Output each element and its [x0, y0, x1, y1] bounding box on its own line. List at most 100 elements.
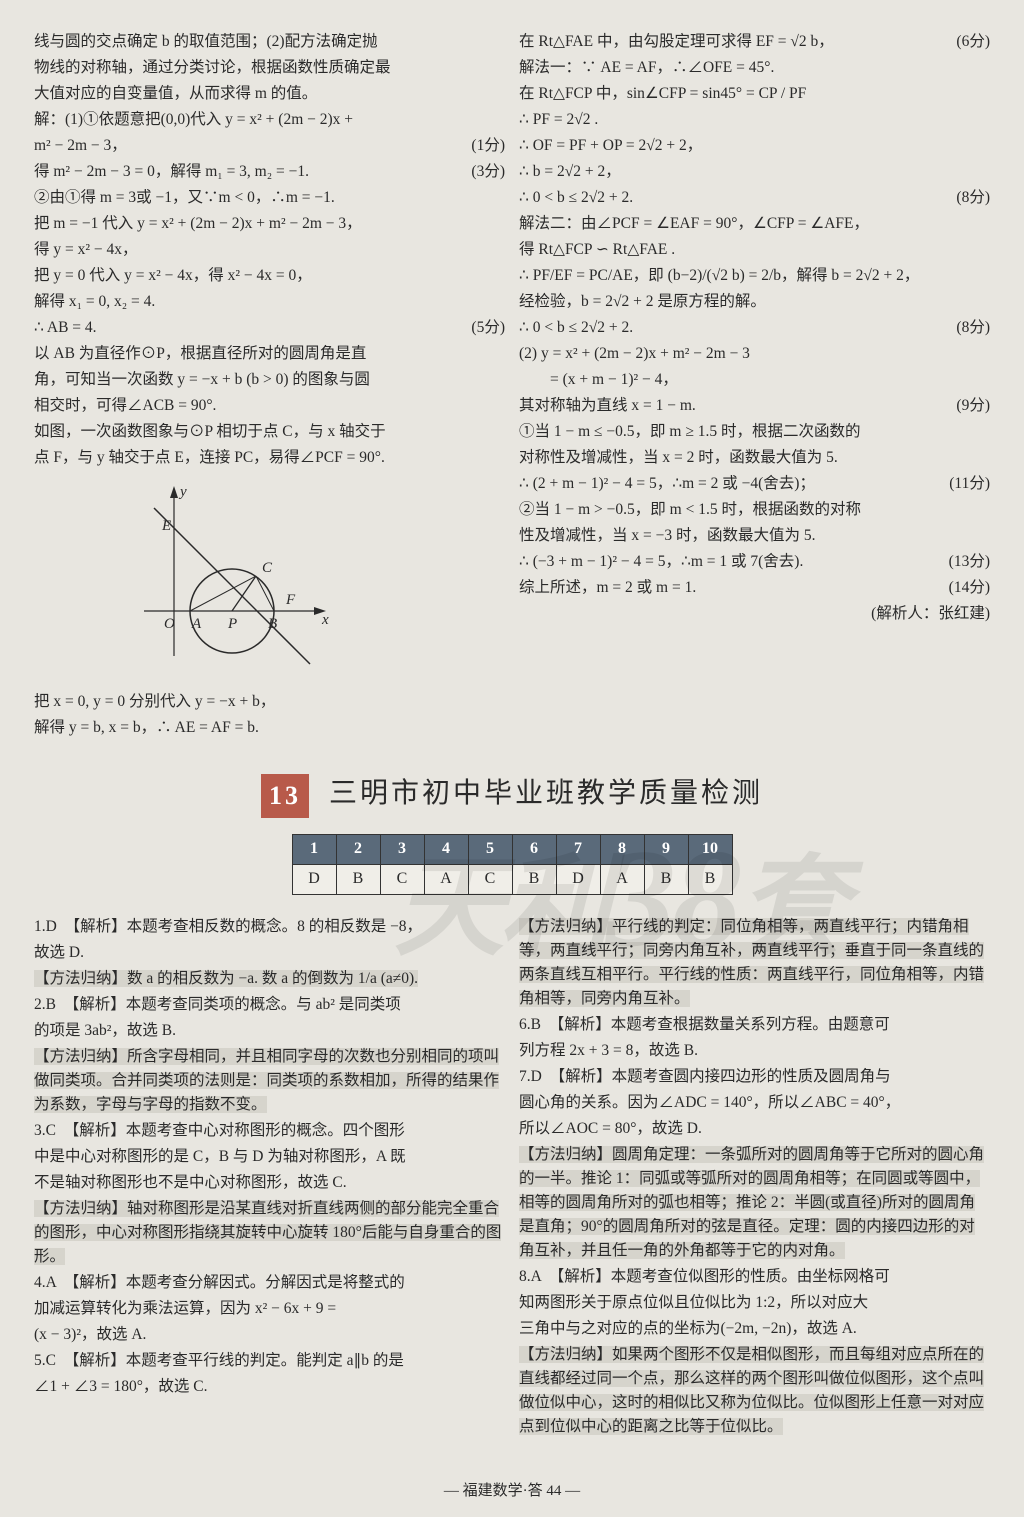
text-line: ∴ PF = 2√2 .	[519, 108, 990, 132]
text-line: 解得 x₁ = 0, x₂ = 4.	[34, 290, 505, 314]
question-line: 圆心角的关系。因为∠ADC = 140°，所以∠ABC = 40°，	[519, 1091, 990, 1115]
text-line: 以 AB 为直径作⊙P，根据直径所对的圆周角是直	[34, 342, 505, 366]
top-columns: 线与圆的交点确定 b 的取值范围；(2)配方法确定抛物线的对称轴，通过分类讨论，…	[34, 30, 990, 742]
question-line: 8.A 【解析】本题考查位似图形的性质。由坐标网格可	[519, 1265, 990, 1289]
answer-col-val: B	[336, 864, 380, 894]
text-line: 得 Rt△FCP ∽ Rt△FAE .	[519, 238, 990, 262]
svg-text:O: O	[164, 616, 175, 632]
top-right-col: 在 Rt△FAE 中，由勾股定理可求得 EF = √2 b，(6分)解法一：∵ …	[519, 30, 990, 742]
question-line: 知两图形关于原点位似且位似比为 1:2，所以对应大	[519, 1291, 990, 1315]
text-line: ∴ b = 2√2 + 2，	[519, 160, 990, 184]
question-line: 3.C 【解析】本题考查中心对称图形的概念。四个图形	[34, 1119, 505, 1143]
text-line: 其对称轴为直线 x = 1 − m.(9分)	[519, 394, 990, 418]
text-line: m² − 2m − 3，(1分)	[34, 134, 505, 158]
text-line: 得 y = x² − 4x，	[34, 238, 505, 262]
text-line: ∴ AB = 4.(5分)	[34, 316, 505, 340]
text-line: ∴ 0 < b ≤ 2√2 + 2.(8分)	[519, 316, 990, 340]
note-box: 【方法归纳】如果两个图形不仅是相似图形，而且每组对应点所在的直线都经过同一个点，…	[519, 1346, 984, 1435]
text-line: ∴ PF/EF = PC/AE，即 (b−2)/(√2 b) = 2/b，解得 …	[519, 264, 990, 288]
svg-text:C: C	[262, 560, 273, 576]
question-line: 7.D 【解析】本题考查圆内接四边形的性质及圆周角与	[519, 1065, 990, 1089]
section-badge: 13	[261, 774, 309, 818]
text-line: ∴ (2 + m − 1)² − 4 = 5，∴m = 2 或 −4(舍去)；(…	[519, 472, 990, 496]
question-line: 不是轴对称图形也不是中心对称图形，故选 C.	[34, 1171, 505, 1195]
question-line: 所以∠AOC = 80°，故选 D.	[519, 1117, 990, 1141]
watermark-suf: 套	[738, 847, 844, 969]
text-line: 点 F，与 y 轴交于点 E，连接 PC，易得∠PCF = 90°.	[34, 446, 505, 470]
text-line: 线与圆的交点确定 b 的取值范围；(2)配方法确定抛	[34, 30, 505, 54]
score-label: (解析人：张红建)	[871, 602, 990, 626]
watermark: 天利38套	[394, 790, 844, 1007]
score-label: (9分)	[956, 394, 990, 418]
top-left-col: 线与圆的交点确定 b 的取值范围；(2)配方法确定抛物线的对称轴，通过分类讨论，…	[34, 30, 505, 742]
note-box: 【方法归纳】数 a 的相反数为 −a. 数 a 的倒数为 1/a (a≠0).	[34, 970, 418, 987]
svg-text:A: A	[191, 616, 202, 632]
text-line: 经检验，b = 2√2 + 2 是原方程的解。	[519, 290, 990, 314]
text-line: 解得 y = b, x = b，∴ AE = AF = b.	[34, 716, 505, 740]
section-title: 三明市初中毕业班教学质量检测	[329, 778, 763, 809]
question-line: 中是中心对称图形的是 C，B 与 D 为轴对称图形，A 既	[34, 1145, 505, 1169]
score-label: (5分)	[471, 316, 505, 340]
text-line: 把 x = 0, y = 0 分别代入 y = −x + b，	[34, 690, 505, 714]
text-line: 物线的对称轴，通过分类讨论，根据函数性质确定最	[34, 56, 505, 80]
page-footer: — 福建数学·答 44 —	[0, 1480, 1024, 1503]
section-header: 13 三明市初中毕业班教学质量检测	[34, 772, 990, 818]
score-label: (8分)	[956, 316, 990, 340]
question-line: (x − 3)²，故选 A.	[34, 1323, 505, 1347]
method-note: 【方法归纳】如果两个图形不仅是相似图形，而且每组对应点所在的直线都经过同一个点，…	[519, 1343, 990, 1439]
method-note: 【方法归纳】所含字母相同，并且相同字母的次数也分别相同的项叫做同类项。合并同类项…	[34, 1045, 505, 1117]
text-line: ∴ OF = PF + OP = 2√2 + 2，	[519, 134, 990, 158]
answer-col-val: D	[292, 864, 336, 894]
text-line: 综上所述，m = 2 或 m = 1.(14分)	[519, 576, 990, 600]
answer-col-num: 1	[292, 834, 336, 864]
text-line: (2) y = x² + (2m − 2)x + m² − 2m − 3	[519, 342, 990, 366]
svg-text:B: B	[268, 616, 277, 632]
text-line: 对称性及增减性，当 x = 2 时，函数最大值为 5.	[519, 446, 990, 470]
text-line: 大值对应的自变量值，从而求得 m 的值。	[34, 82, 505, 106]
text-line: = (x + m − 1)² − 4，	[519, 368, 990, 392]
text-line: 把 y = 0 代入 y = x² − 4x，得 x² − 4x = 0，	[34, 264, 505, 288]
svg-text:x: x	[321, 612, 329, 628]
text-line: ②由①得 m = 3或 −1，又∵m < 0，∴m = −1.	[34, 186, 505, 210]
score-label: (13分)	[949, 550, 990, 574]
score-label: (3分)	[471, 160, 505, 184]
question-line: ∠1 + ∠3 = 180°，故选 C.	[34, 1375, 505, 1399]
svg-text:y: y	[178, 484, 187, 500]
svg-text:P: P	[227, 616, 237, 632]
score-label: (1分)	[471, 134, 505, 158]
question-line: 6.B 【解析】本题考查根据数量关系列方程。由题意可	[519, 1013, 990, 1037]
text-line: 解：(1)①依题意把(0,0)代入 y = x² + (2m − 2)x +	[34, 108, 505, 132]
watermark-num: 38	[606, 821, 738, 976]
text-line: 相交时，可得∠ACB = 90°.	[34, 394, 505, 418]
question-line: 加减运算转化为乘法运算，因为 x² − 6x + 9 =	[34, 1297, 505, 1321]
text-line: 在 Rt△FAE 中，由勾股定理可求得 EF = √2 b，(6分)	[519, 30, 990, 54]
text-line: ①当 1 − m ≤ −0.5，即 m ≥ 1.5 时，根据二次函数的	[519, 420, 990, 444]
text-line: 解法一：∵ AE = AF，∴∠OFE = 45°.	[519, 56, 990, 80]
score-label: (6分)	[956, 30, 990, 54]
question-line: 5.C 【解析】本题考查平行线的判定。能判定 a∥b 的是	[34, 1349, 505, 1373]
method-note: 【方法归纳】圆周角定理：一条弧所对的圆周角等于它所对的圆心角的一半。推论 1：同…	[519, 1143, 990, 1263]
text-line: 得 m² − 2m − 3 = 0，解得 m₁ = 3, m₂ = −1.(3分…	[34, 160, 505, 184]
score-label: (11分)	[949, 472, 990, 496]
text-line: 把 m = −1 代入 y = x² + (2m − 2)x + m² − 2m…	[34, 212, 505, 236]
note-box: 【方法归纳】轴对称图形是沿某直线对折直线两侧的部分能完全重合的图形，中心对称图形…	[34, 1200, 501, 1265]
text-line: 在 Rt△FCP 中，sin∠CFP = sin45° = CP / PF	[519, 82, 990, 106]
score-label: (14分)	[949, 576, 990, 600]
score-label: (8分)	[956, 186, 990, 210]
question-line: 列方程 2x + 3 = 8，故选 B.	[519, 1039, 990, 1063]
text-line: 如图，一次函数图象与⊙P 相切于点 C，与 x 轴交于	[34, 420, 505, 444]
text-line: ②当 1 − m > −0.5，即 m < 1.5 时，根据函数的对称	[519, 498, 990, 522]
answer-col-num: 2	[336, 834, 380, 864]
method-note: 【方法归纳】轴对称图形是沿某直线对折直线两侧的部分能完全重合的图形，中心对称图形…	[34, 1197, 505, 1269]
question-line: 三角中与之对应的点的坐标为(−2m, −2n)，故选 A.	[519, 1317, 990, 1341]
text-line: ∴ 0 < b ≤ 2√2 + 2.(8分)	[519, 186, 990, 210]
text-line: 角，可知当一次函数 y = −x + b (b > 0) 的图象与圆	[34, 368, 505, 392]
question-line: 4.A 【解析】本题考查分解因式。分解因式是将整式的	[34, 1271, 505, 1295]
note-box: 【方法归纳】所含字母相同，并且相同字母的次数也分别相同的项叫做同类项。合并同类项…	[34, 1048, 499, 1113]
text-line: 性及增减性，当 x = −3 时，函数最大值为 5.	[519, 524, 990, 548]
question-line: 的项是 3ab²，故选 B.	[34, 1019, 505, 1043]
text-line: ∴ (−3 + m − 1)² − 4 = 5，∴m = 1 或 7(舍去).(…	[519, 550, 990, 574]
watermark-pre: 天利	[394, 847, 606, 969]
svg-text:E: E	[161, 518, 171, 534]
note-box: 【方法归纳】圆周角定理：一条弧所对的圆周角等于它所对的圆心角的一半。推论 1：同…	[519, 1146, 984, 1259]
